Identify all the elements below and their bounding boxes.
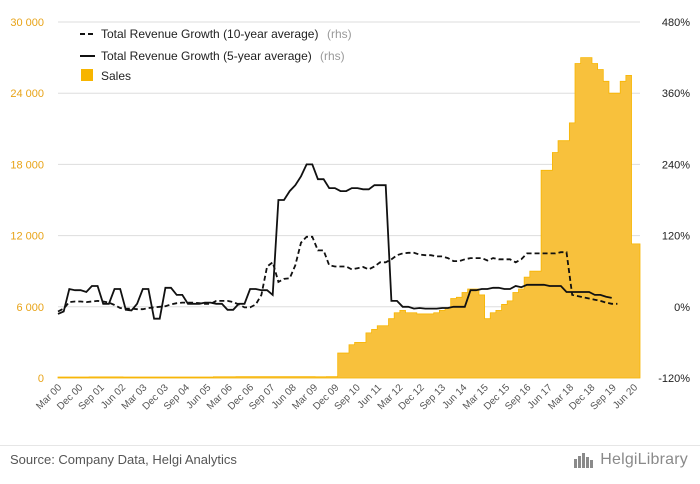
legend-rhs-10y: (rhs): [327, 27, 352, 41]
right-tick-label: 240%: [662, 159, 690, 171]
left-tick-label: 30 000: [10, 17, 44, 29]
right-tick-label: 480%: [662, 17, 690, 29]
left-tick-label: 6 000: [16, 302, 44, 314]
legend-label-10y: Total Revenue Growth (10-year average): [101, 27, 318, 41]
sales-area-layer: [57, 57, 641, 379]
right-tick-label: -120%: [658, 373, 690, 385]
left-tick-label: 24 000: [10, 88, 44, 100]
left-axis-ticks: 0 6 000 12 000 18 000 24 000 30 000: [10, 17, 44, 385]
left-tick-label: 18 000: [10, 159, 44, 171]
source-note: Source: Company Data, Helgi Analytics: [10, 452, 237, 467]
legend-label-5y: Total Revenue Growth (5-year average): [101, 49, 312, 63]
right-tick-label: 0%: [674, 302, 690, 314]
left-tick-label: 0: [38, 373, 44, 385]
legend-swatch-sales: [81, 69, 93, 81]
right-tick-label: 360%: [662, 88, 690, 100]
legend-rhs-5y: (rhs): [320, 49, 345, 63]
left-tick-label: 12 000: [10, 231, 44, 243]
legend-item-sales: Sales: [81, 69, 131, 83]
brand-name: HelgiLibrary: [600, 451, 688, 468]
sales-area: [57, 57, 641, 379]
right-tick-label: 120%: [662, 231, 690, 243]
library-icon: [574, 453, 594, 468]
legend-label-sales: Sales: [101, 69, 131, 83]
legend-item-5y: Total Revenue Growth (5-year average) (r…: [80, 49, 345, 63]
x-tick-label: Jun 20: [611, 382, 640, 411]
footer: Source: Company Data, Helgi Analytics He…: [0, 445, 700, 484]
right-axis-ticks: -120% 0% 120% 240% 360% 480%: [658, 17, 690, 385]
legend-item-10y: Total Revenue Growth (10-year average) (…: [80, 27, 352, 41]
legend: Total Revenue Growth (10-year average) (…: [80, 27, 352, 83]
growth-lines-layer: [57, 163, 618, 320]
growth-5y-line: [57, 163, 612, 320]
brand-logo: HelgiLibrary: [573, 450, 688, 470]
chart-svg: 0 6 000 12 000 18 000 24 000 30 000 -120% 0% 12…: [10, 17, 690, 413]
